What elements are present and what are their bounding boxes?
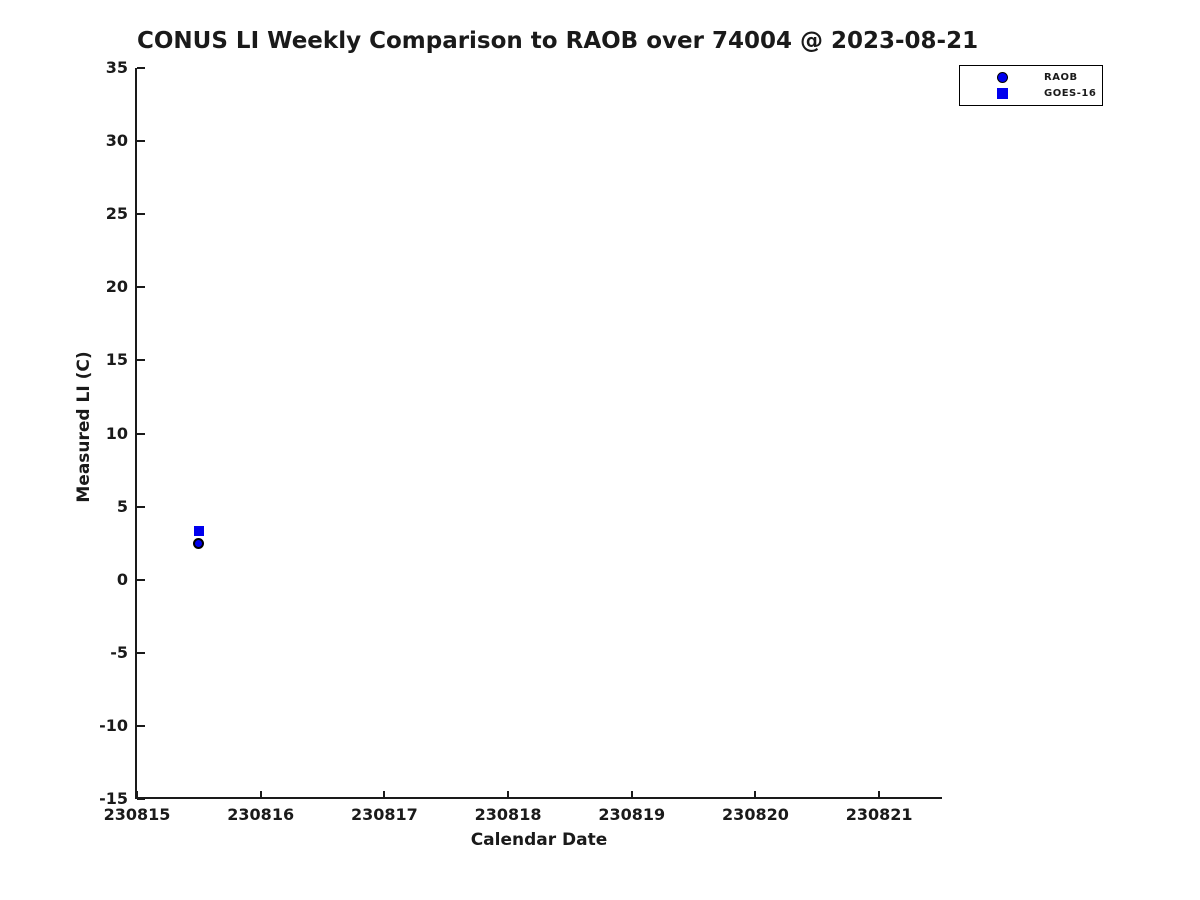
x-tick xyxy=(630,791,633,799)
y-tick xyxy=(137,140,145,143)
x-axis-label: Calendar Date xyxy=(470,830,608,850)
y-tick-label: -15 xyxy=(99,789,128,808)
y-tick-label: 0 xyxy=(116,569,128,589)
y-tick-label: 25 xyxy=(105,204,128,224)
goes-16-marker xyxy=(193,526,204,537)
x-tick xyxy=(507,791,510,799)
y-tick xyxy=(137,432,145,435)
y-tick-label: -10 xyxy=(99,715,128,735)
x-tick-label: 230821 xyxy=(845,805,913,824)
y-tick xyxy=(137,578,145,581)
goes-16-legend-square-icon xyxy=(996,88,1008,100)
x-axis-spine xyxy=(135,797,942,799)
chart-title: CONUS LI Weekly Comparison to RAOB over … xyxy=(137,28,979,54)
raob-legend-circle-icon xyxy=(996,71,1008,83)
x-tick xyxy=(136,791,138,799)
y-tick xyxy=(137,724,145,727)
legend-marker-cell xyxy=(960,88,1044,100)
y-tick-label: 35 xyxy=(105,58,128,77)
x-tick-label: 230818 xyxy=(474,805,542,824)
y-tick-label: -5 xyxy=(110,642,128,662)
y-tick xyxy=(137,213,145,216)
legend-marker-cell xyxy=(960,71,1044,83)
y-tick-label: 30 xyxy=(105,131,128,151)
y-tick xyxy=(137,505,145,508)
x-tick xyxy=(754,791,757,799)
x-tick-label: 230816 xyxy=(227,805,295,824)
legend-label: GOES-16 xyxy=(1044,88,1097,100)
x-tick-label: 230815 xyxy=(103,805,171,824)
y-tick-label: 10 xyxy=(105,423,128,443)
y-tick xyxy=(137,286,145,289)
x-tick-label: 230820 xyxy=(722,805,789,824)
legend-entry-goes-16: GOES-16 xyxy=(960,88,1102,100)
y-tick-label: 5 xyxy=(116,496,128,516)
x-tick xyxy=(383,791,386,799)
y-tick xyxy=(137,651,145,654)
legend-entry-raob: RAOB xyxy=(960,71,1102,83)
y-tick-label: 15 xyxy=(105,350,128,370)
legend-label: RAOB xyxy=(1044,71,1078,83)
x-tick-label: 230817 xyxy=(350,805,418,824)
legend: RAOB GOES-16 xyxy=(959,65,1103,106)
x-tick xyxy=(878,791,881,799)
raob-marker xyxy=(193,537,205,549)
y-tick xyxy=(137,67,145,69)
x-tick xyxy=(259,791,262,799)
x-tick-label: 230819 xyxy=(598,805,666,824)
y-tick xyxy=(137,798,145,800)
y-axis-spine xyxy=(135,68,137,799)
y-tick-label: 20 xyxy=(105,277,128,297)
y-tick xyxy=(137,359,145,362)
